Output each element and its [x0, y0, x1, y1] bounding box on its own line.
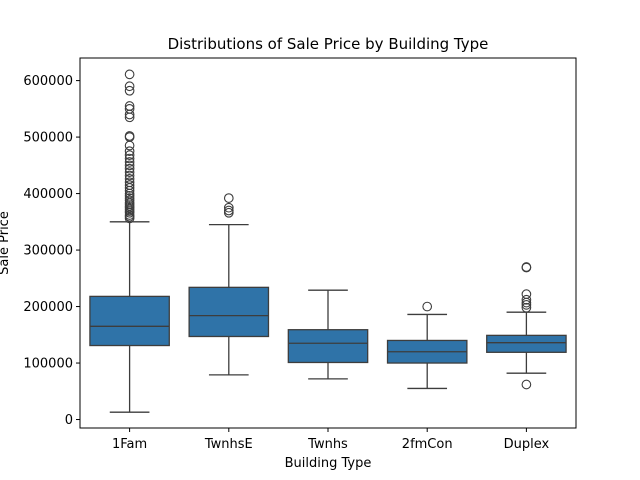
outlier-point: [124, 85, 135, 96]
outlier-point: [223, 207, 234, 218]
outlier-point: [124, 101, 135, 111]
plot-frame: [79, 57, 577, 429]
x-tick-label: TwnhsE: [204, 437, 253, 452]
outlier-point: [124, 160, 135, 171]
outlier-point: [521, 262, 532, 272]
y-tick-label: 600000: [23, 74, 73, 89]
y-tick-label: 400000: [23, 187, 73, 202]
x-tick-label: Duplex: [504, 437, 550, 452]
outlier-point: [223, 205, 234, 216]
outlier-point: [521, 294, 532, 305]
outlier-point: [521, 302, 532, 313]
outlier-point: [521, 300, 532, 310]
x-tick-label: 1Fam: [112, 437, 147, 452]
box-iqr: [287, 329, 369, 364]
outlier-point: [124, 146, 135, 157]
outlier-point: [124, 150, 135, 161]
chart-title: Distributions of Sale Price by Building …: [168, 35, 489, 53]
outlier-point: [124, 180, 135, 190]
box-group-twnhs: [287, 289, 369, 380]
outlier-point: [124, 170, 135, 181]
box-group-twnhse: [188, 193, 270, 376]
outlier-point: [124, 81, 135, 92]
box-iqr: [486, 334, 567, 353]
outlier-point: [521, 289, 532, 299]
outlier-point: [124, 177, 135, 188]
box-iqr: [188, 286, 270, 338]
y-tick-label: 100000: [23, 357, 73, 372]
outlier-point: [124, 140, 135, 151]
x-axis-label: Building Type: [285, 456, 372, 471]
outlier-point: [124, 157, 135, 167]
outlier-point: [124, 69, 135, 80]
outlier-point: [124, 195, 135, 206]
outlier-point: [124, 103, 135, 114]
outlier-point: [124, 190, 135, 201]
outlier-point: [521, 379, 532, 390]
plot-area: 0 100000 200000 300000 400000 500000 600000 1Fa…: [23, 69, 567, 452]
box-group-duplex: [486, 262, 567, 390]
outlier-point: [223, 202, 234, 213]
outlier-point: [124, 163, 135, 174]
outlier-point: [422, 301, 433, 312]
outlier-point: [223, 193, 234, 203]
x-tick-label: Twnhs: [307, 437, 348, 452]
box-group-1fam: [89, 69, 170, 413]
box-iqr: [89, 295, 170, 347]
outlier-point: [124, 167, 135, 177]
outlier-point: [124, 153, 135, 164]
outlier-point: [124, 131, 135, 141]
y-axis-label: Sale Price: [0, 211, 12, 275]
y-tick-label: 500000: [23, 131, 73, 146]
box-group-2fmcon: [386, 301, 468, 390]
x-tick-label: 2fmCon: [402, 437, 453, 452]
y-tick-label: 300000: [23, 244, 73, 259]
outlier-point: [124, 193, 135, 203]
outlier-point: [124, 174, 135, 184]
y-tick-label: 0: [65, 413, 73, 428]
y-tick-label: 200000: [23, 300, 73, 315]
